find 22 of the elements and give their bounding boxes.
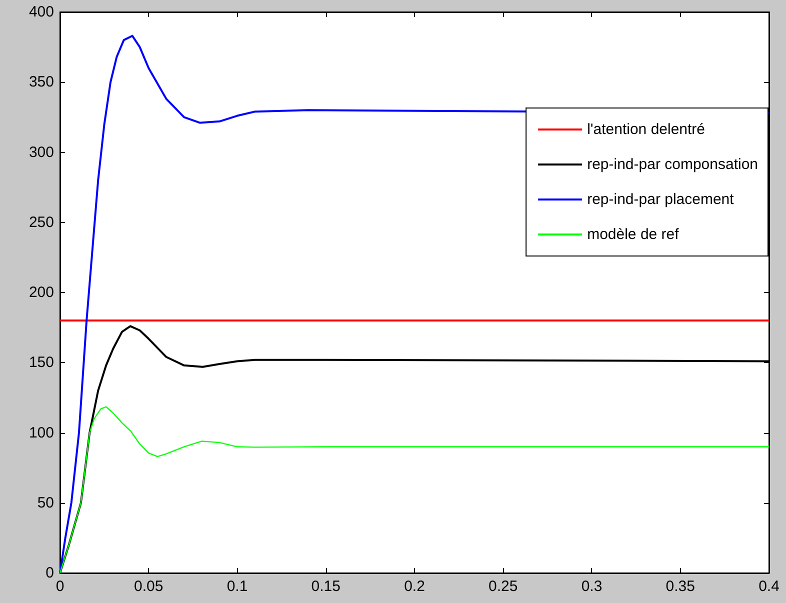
y-tick-label: 0 (46, 564, 54, 582)
y-tick-label: 300 (28, 144, 54, 161)
y-tick-label: 350 (28, 74, 54, 91)
legend-label: l'atention delentré (587, 121, 706, 138)
x-tick-label: 0.15 (311, 578, 340, 595)
x-tick-label: 0.35 (666, 578, 695, 595)
y-tick-label: 250 (28, 214, 54, 231)
legend-label: rep-ind-par componsation (587, 156, 758, 173)
x-tick-label: 0.4 (758, 578, 780, 595)
y-tick-label: 200 (28, 284, 54, 301)
x-tick-label: 0 (56, 578, 64, 595)
x-tick-label: 0.1 (226, 578, 248, 595)
y-tick-label: 150 (28, 354, 54, 372)
x-tick-label: 0.3 (581, 578, 602, 595)
legend-label: modèle de ref (587, 226, 680, 243)
y-tick-label: 50 (37, 494, 54, 512)
x-tick-label: 0.05 (134, 578, 164, 595)
x-tick-label: 0.25 (488, 578, 518, 595)
legend-label: rep-ind-par placement (587, 191, 735, 208)
y-tick-label: 400 (28, 4, 54, 20)
x-tick-label: 0.2 (404, 578, 425, 595)
y-tick-label: 100 (28, 424, 54, 442)
